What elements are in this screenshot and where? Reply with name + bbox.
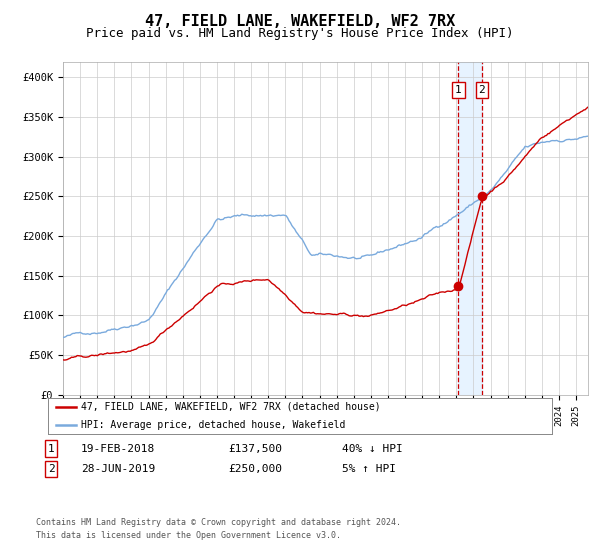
Text: HPI: Average price, detached house, Wakefield: HPI: Average price, detached house, Wake… [81,420,345,430]
Text: 1: 1 [455,85,462,95]
Text: 28-JUN-2019: 28-JUN-2019 [81,464,155,474]
Text: £250,000: £250,000 [228,464,282,474]
Bar [458,62,482,395]
Text: 47, FIELD LANE, WAKEFIELD, WF2 7RX (detached house): 47, FIELD LANE, WAKEFIELD, WF2 7RX (deta… [81,402,380,412]
Text: 19-FEB-2018: 19-FEB-2018 [81,444,155,454]
Text: £137,500: £137,500 [228,444,282,454]
Text: This data is licensed under the Open Government Licence v3.0.: This data is licensed under the Open Gov… [36,531,341,540]
Text: 40% ↓ HPI: 40% ↓ HPI [342,444,403,454]
Text: 1: 1 [47,444,55,454]
Text: 47, FIELD LANE, WAKEFIELD, WF2 7RX: 47, FIELD LANE, WAKEFIELD, WF2 7RX [145,14,455,29]
Text: Price paid vs. HM Land Registry's House Price Index (HPI): Price paid vs. HM Land Registry's House … [86,27,514,40]
Text: 2: 2 [478,85,485,95]
Text: 5% ↑ HPI: 5% ↑ HPI [342,464,396,474]
Text: 2: 2 [47,464,55,474]
Text: Contains HM Land Registry data © Crown copyright and database right 2024.: Contains HM Land Registry data © Crown c… [36,518,401,527]
